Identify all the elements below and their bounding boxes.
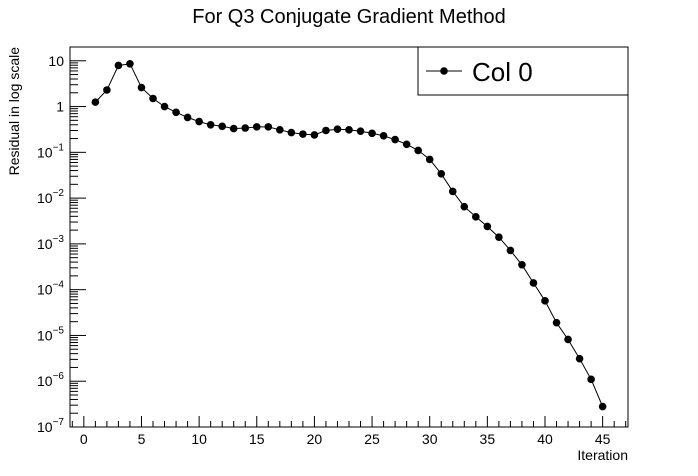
data-point: [149, 94, 157, 103]
x-tick-label: 35: [480, 431, 496, 447]
data-point: [552, 318, 561, 327]
series-line: [95, 63, 604, 407]
data-point: [483, 222, 492, 231]
y-tick-label: 10−5: [37, 325, 64, 343]
data-point: [114, 61, 123, 70]
data-point: [587, 375, 595, 384]
x-tick-label: 40: [537, 431, 553, 447]
data-point: [172, 108, 180, 117]
data-point: [183, 113, 192, 122]
data-point: [518, 260, 526, 269]
y-tick-label: 10−1: [37, 142, 64, 160]
data-point: [575, 354, 584, 363]
data-point: [437, 169, 446, 178]
data-point: [448, 187, 457, 196]
data-point: [506, 246, 515, 255]
legend: Col 0: [417, 46, 629, 96]
data-point: [252, 123, 261, 131]
data-point: [356, 127, 365, 135]
data-point: [414, 146, 422, 155]
x-tick-label: 0: [80, 431, 88, 447]
data-point: [241, 124, 250, 132]
y-tick-label: 10−3: [37, 234, 64, 252]
y-tick-label: 10−7: [37, 417, 64, 435]
data-point: [541, 297, 549, 305]
data-point: [276, 126, 284, 134]
data-point: [91, 98, 100, 106]
data-point: [310, 131, 319, 139]
data-point: [345, 126, 353, 134]
y-tick-label: 10−2: [37, 188, 64, 206]
data-point: [287, 128, 296, 137]
legend-label: Col 0: [472, 57, 533, 87]
y-axis-label: Residual in log scale: [6, 47, 22, 176]
data-point: [206, 120, 215, 129]
y-tick-label: 1: [56, 99, 64, 115]
data-point: [391, 135, 399, 144]
data-point: [229, 124, 238, 133]
data-point: [425, 155, 434, 164]
data-point: [495, 233, 503, 242]
data-point: [126, 59, 134, 68]
x-tick-label: 45: [595, 431, 611, 447]
data-point: [598, 402, 607, 411]
y-tick-label: 10−4: [37, 280, 64, 298]
data-point: [368, 129, 376, 138]
data-point: [137, 83, 146, 92]
data-point: [322, 126, 330, 135]
data-point: [564, 335, 572, 344]
data-point: [333, 125, 342, 134]
x-axis: 0 5 10 15 20 25 30 35 40 45: [71, 416, 627, 447]
x-axis-label: Iteration: [577, 447, 628, 463]
x-tick-label: 10: [191, 431, 207, 447]
data-point: [264, 123, 273, 131]
data-point: [529, 279, 538, 287]
legend-marker: [440, 67, 448, 75]
data-point: [299, 130, 307, 138]
series-col-0: [91, 59, 607, 411]
data-point: [160, 102, 169, 111]
data-point: [460, 202, 469, 211]
x-tick-label: 30: [422, 431, 438, 447]
x-tick-label: 20: [307, 431, 323, 447]
data-point: [472, 213, 480, 221]
y-tick-label: 10: [48, 53, 64, 69]
data-point: [379, 131, 388, 140]
chart-title: For Q3 Conjugate Gradient Method: [192, 6, 506, 28]
plot-frame: [69, 46, 629, 428]
y-tick-label: 10−6: [37, 371, 64, 389]
y-axis: 10−7 10−6 10−5 10−4 10−3 10−2 10−1 1 10: [37, 46, 86, 435]
x-tick-label: 15: [249, 431, 265, 447]
data-point: [218, 122, 226, 131]
data-point: [103, 86, 111, 94]
data-point: [195, 117, 203, 126]
x-tick-label: 5: [138, 431, 146, 447]
data-point: [402, 140, 411, 149]
x-tick-label: 25: [364, 431, 380, 447]
